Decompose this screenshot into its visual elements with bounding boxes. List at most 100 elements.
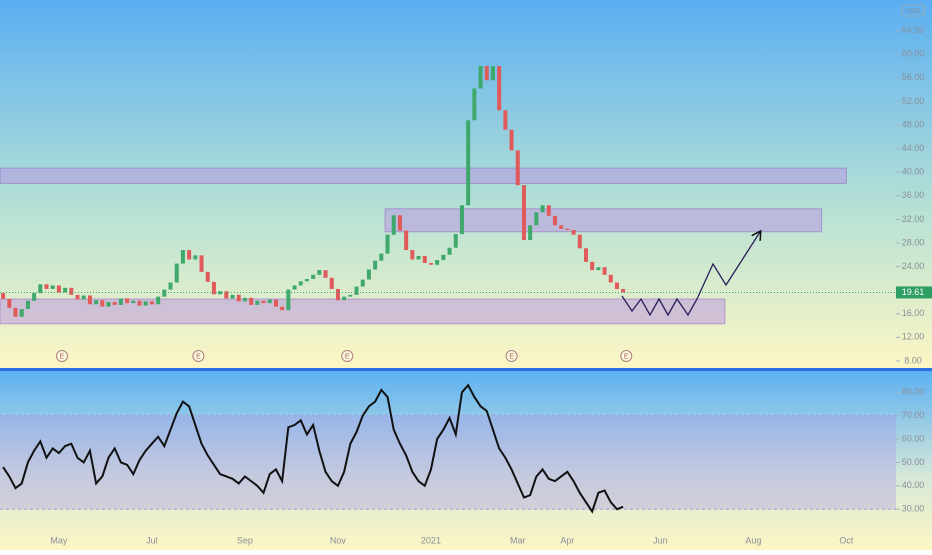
candle: [472, 88, 477, 121]
candle: [50, 285, 55, 289]
y-tick-label: 12.00: [902, 332, 925, 342]
event-marker: [505, 350, 518, 362]
candle: [410, 250, 415, 260]
candle: [38, 284, 43, 294]
candle: [230, 294, 235, 299]
rsi-pane: [0, 371, 932, 550]
candle: [292, 285, 297, 290]
y-tick-label: 40.00: [902, 480, 925, 490]
candle: [118, 298, 123, 305]
y-tick-label: 80.00: [902, 387, 925, 397]
candle: [224, 291, 229, 299]
candle: [100, 300, 105, 307]
event-label: E: [509, 353, 514, 360]
candle: [552, 215, 557, 226]
candle: [193, 255, 198, 260]
candle: [459, 205, 464, 235]
candle: [317, 270, 322, 275]
x-tick-label: Apr: [560, 535, 574, 545]
candle: [273, 299, 278, 307]
y-tick-label: 36.00: [902, 190, 925, 200]
x-tick-label: Oct: [839, 535, 854, 545]
candle: [540, 205, 545, 213]
y-tick-label: 24.00: [902, 261, 925, 271]
event-marker: [56, 350, 69, 362]
y-tick-label: 40.00: [902, 167, 925, 177]
candle: [249, 297, 254, 305]
currency: USD: [906, 8, 921, 15]
candle: [32, 293, 37, 301]
candle: [1, 293, 6, 299]
y-tick-label: 48.00: [902, 119, 925, 129]
y-tick-label: 60.00: [902, 49, 925, 59]
candle: [497, 66, 502, 111]
event-marker: [341, 350, 354, 362]
candle: [63, 287, 68, 293]
zone: [384, 208, 823, 233]
event-label: E: [624, 353, 629, 360]
candle: [137, 300, 142, 306]
x-tick-label: Aug: [745, 535, 761, 545]
candle: [360, 279, 365, 287]
candle: [453, 234, 458, 248]
candle: [416, 255, 421, 260]
y-tick-label: 52.00: [902, 96, 925, 106]
y-tick-label: 56.00: [902, 72, 925, 82]
candle: [267, 299, 272, 304]
x-tick-label: Jul: [146, 535, 158, 545]
candle: [391, 215, 396, 235]
candle: [143, 301, 148, 306]
rsi-line: [2, 383, 624, 514]
candle: [323, 270, 328, 278]
candle: [565, 228, 570, 230]
candle: [156, 296, 161, 305]
candle: [571, 230, 576, 235]
candle: [354, 286, 359, 295]
candle: [385, 234, 390, 254]
candle: [484, 66, 489, 81]
event-label: E: [196, 353, 201, 360]
candle: [509, 129, 514, 151]
y-tick-label: 28.00: [902, 237, 925, 247]
candle: [131, 300, 136, 304]
candle: [149, 301, 154, 305]
y-tick-label: 60.00: [902, 433, 925, 443]
x-tick-label: 2021: [421, 535, 441, 545]
candle: [348, 294, 353, 297]
candle: [515, 150, 520, 186]
candle: [422, 255, 427, 264]
candle: [125, 298, 130, 304]
candle: [602, 267, 607, 275]
pane-divider: [0, 368, 932, 371]
projection-arrow: [621, 232, 760, 317]
candle: [56, 285, 61, 293]
candle: [335, 288, 340, 301]
candle: [583, 248, 588, 262]
y-tick-label: 30.00: [902, 504, 925, 514]
y-tick-label: 64.00: [902, 25, 925, 35]
candle: [218, 291, 223, 295]
candle: [286, 289, 291, 311]
candle: [13, 307, 18, 317]
candle: [187, 250, 192, 260]
candle: [7, 299, 12, 308]
x-tick-label: May: [50, 535, 68, 545]
candle: [112, 301, 117, 305]
candle: [590, 261, 595, 271]
candle: [366, 269, 371, 280]
x-tick-label: Mar: [510, 535, 526, 545]
candle: [19, 309, 24, 317]
x-tick-label: Nov: [330, 535, 347, 545]
candle: [577, 234, 582, 249]
candle: [25, 300, 30, 310]
candle: [205, 271, 210, 282]
candle: [559, 225, 564, 229]
event-label: E: [345, 353, 350, 360]
candle: [503, 110, 508, 130]
candle: [534, 212, 539, 226]
candle: [521, 185, 526, 241]
candle: [608, 274, 613, 283]
candle: [106, 301, 111, 307]
candle: [168, 282, 173, 290]
